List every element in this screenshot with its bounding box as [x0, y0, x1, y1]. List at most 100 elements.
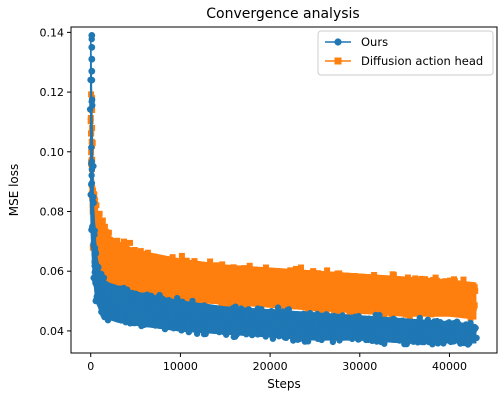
data-point: [397, 307, 404, 314]
data-point: [412, 275, 419, 282]
data-point: [324, 332, 331, 340]
data-point: [191, 304, 198, 311]
data-point: [120, 275, 126, 282]
data-point: [278, 269, 285, 276]
data-point: [196, 281, 203, 288]
data-point: [467, 315, 474, 321]
data-point: [304, 307, 311, 314]
data-point: [196, 270, 202, 277]
data-point: [394, 290, 401, 297]
data-point: [333, 279, 340, 286]
data-point: [173, 263, 180, 270]
data-point: [411, 278, 418, 285]
data-point: [256, 288, 263, 295]
data-point: [463, 311, 470, 318]
data-point: [238, 299, 245, 306]
data-point: [108, 277, 115, 284]
data-point: [131, 247, 138, 253]
data-point: [377, 287, 383, 294]
data-point: [233, 270, 240, 277]
data-point: [220, 268, 227, 275]
data-point: [186, 261, 193, 268]
data-point: [169, 254, 176, 261]
data-point: [88, 96, 96, 103]
data-point: [93, 202, 100, 209]
data-point: [308, 288, 315, 295]
data-point: [91, 227, 98, 234]
data-point: [88, 172, 95, 179]
data-point: [365, 315, 373, 322]
data-point: [90, 162, 97, 170]
data-point: [199, 272, 206, 278]
data-point: [88, 76, 96, 84]
data-point: [213, 270, 220, 277]
data-point: [368, 280, 375, 287]
data-point: [284, 332, 292, 340]
data-point: [472, 287, 479, 294]
data-point: [123, 286, 131, 293]
data-point: [171, 287, 178, 294]
data-point: [135, 297, 142, 304]
data-point: [235, 289, 242, 296]
legend-label-diffusion: Diffusion action head: [361, 54, 483, 68]
data-point: [88, 144, 95, 151]
data-point: [106, 291, 113, 298]
data-point: [338, 276, 345, 283]
data-point: [233, 283, 239, 290]
data-point: [393, 308, 400, 315]
x-tick-label: 40000: [432, 360, 467, 373]
data-point: [243, 266, 250, 272]
data-point: [422, 276, 429, 283]
data-point: [320, 298, 327, 305]
data-point: [213, 262, 220, 269]
data-point: [161, 325, 169, 333]
data-point: [134, 286, 141, 293]
data-point: [248, 287, 255, 294]
data-point: [230, 264, 237, 271]
data-point: [271, 271, 278, 278]
data-point: [468, 293, 475, 300]
data-point: [286, 317, 293, 325]
data-point: [400, 278, 407, 285]
data-point: [271, 290, 278, 297]
data-point: [237, 266, 244, 273]
data-point: [151, 313, 158, 320]
data-point: [137, 285, 144, 292]
data-point: [119, 265, 126, 272]
data-point: [295, 290, 302, 297]
data-point: [304, 338, 312, 345]
data-point: [439, 296, 446, 302]
data-point: [88, 32, 96, 39]
data-point: [350, 295, 357, 302]
data-point: [391, 294, 398, 301]
data-point: [399, 292, 406, 299]
data-point: [276, 274, 283, 281]
plot-area: [86, 32, 480, 348]
data-point: [416, 291, 423, 298]
data-point: [269, 335, 277, 342]
data-point: [279, 308, 286, 315]
data-point: [351, 289, 358, 296]
data-point: [185, 328, 192, 336]
data-point: [312, 319, 319, 326]
data-point: [109, 243, 116, 249]
data-point: [99, 217, 106, 224]
data-point: [248, 331, 256, 339]
data-point: [390, 272, 397, 279]
data-point: [239, 293, 246, 300]
data-point: [198, 296, 205, 303]
data-point: [418, 275, 425, 282]
data-point: [309, 285, 316, 292]
data-point: [113, 263, 120, 269]
data-point: [239, 285, 246, 292]
data-point: [167, 263, 174, 270]
y-tick-label: 0.12: [40, 86, 65, 99]
y-axis-label: MSE loss: [7, 164, 21, 217]
data-point: [139, 251, 146, 258]
data-point: [264, 287, 271, 294]
data-point: [201, 280, 208, 287]
data-point: [265, 269, 272, 276]
data-point: [284, 298, 291, 305]
data-point: [110, 246, 117, 253]
data-point: [160, 268, 167, 275]
